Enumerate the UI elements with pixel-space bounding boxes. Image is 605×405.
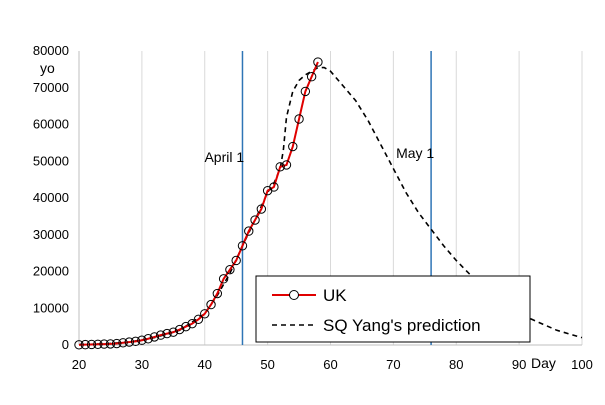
- y-tick-label: 70000: [33, 80, 69, 95]
- vline-label: April 1: [204, 149, 244, 165]
- uk-data-point: [250, 215, 260, 225]
- legend-uk-marker: [289, 290, 299, 300]
- axes: [78, 51, 582, 346]
- uk-data-point: [162, 328, 172, 339]
- uk-data-point: [225, 264, 235, 275]
- y-tick-label: 60000: [33, 117, 69, 132]
- uk-data-point: [275, 162, 285, 172]
- x-tick-label: 60: [323, 357, 337, 372]
- legend: UK SQ Yang's prediction: [255, 275, 531, 343]
- x-tick-label: 90: [512, 357, 526, 372]
- uk-data-point: [212, 288, 223, 299]
- grid: [141, 51, 583, 345]
- legend-prediction-label: SQ Yang's prediction: [323, 316, 481, 335]
- uk-data-point: [93, 339, 103, 349]
- uk-data-point: [181, 321, 191, 332]
- x-tick-label: 20: [72, 357, 86, 372]
- y-tick-label: 20000: [33, 264, 69, 279]
- uk-data-point: [300, 86, 311, 97]
- x-tick-label: 80: [449, 357, 463, 372]
- y-tick-label: 10000: [33, 300, 69, 315]
- legend-uk-label: UK: [323, 286, 347, 305]
- uk-data-point: [118, 338, 128, 348]
- uk-data-point: [168, 327, 179, 337]
- uk-data-point: [112, 338, 122, 349]
- x-tick-label: 70: [386, 357, 400, 372]
- uk-data-point: [156, 330, 166, 340]
- uk-data-point: [294, 114, 304, 124]
- y-tick-label: 0: [62, 337, 69, 352]
- uk-data-point: [231, 255, 241, 266]
- uk-data-point: [99, 339, 109, 349]
- uk-data-point: [80, 339, 90, 350]
- y-tick-label: 40000: [33, 190, 69, 205]
- x-tick-label: 100: [571, 357, 593, 372]
- uk-data-point: [105, 339, 116, 349]
- uk-data-point: [288, 141, 298, 152]
- uk-data-point: [206, 299, 216, 310]
- uk-data-point: [174, 324, 185, 335]
- uk-data-point: [269, 182, 279, 192]
- uk-data-point: [313, 57, 323, 67]
- uk-data-point: [193, 314, 204, 324]
- y-tick-label: 50000: [33, 153, 69, 168]
- uk-data-point: [137, 335, 147, 345]
- vline-label: May 1: [396, 145, 434, 161]
- x-tick-label: 40: [198, 357, 212, 372]
- y-tick-label: 80000: [33, 43, 69, 58]
- x-tick-label: 30: [135, 357, 149, 372]
- uk-data-point: [86, 339, 97, 350]
- uk-data-point: [281, 160, 292, 170]
- uk-data-point: [306, 72, 317, 82]
- uk-data-point: [130, 336, 141, 347]
- y-axis-title: yo: [40, 60, 55, 76]
- y-tick-label: 30000: [33, 227, 69, 242]
- uk-data-point: [256, 204, 267, 214]
- uk-data-point: [218, 274, 229, 284]
- uk-data-point: [237, 241, 248, 251]
- uk-data-point: [200, 309, 210, 319]
- tick-labels: 0 10000 20000 30000 40000 50000 60000 70000 8000…: [33, 43, 593, 372]
- uk-data-point: [124, 337, 135, 347]
- uk-data-point: [143, 334, 153, 344]
- legend-box: [255, 275, 531, 343]
- uk-data-point: [74, 340, 84, 350]
- uk-data-point: [244, 226, 254, 236]
- x-axis-title: Day: [531, 355, 556, 371]
- uk-data-point: [149, 332, 160, 342]
- uk-data-point: [187, 318, 197, 329]
- x-tick-label: 50: [260, 357, 274, 372]
